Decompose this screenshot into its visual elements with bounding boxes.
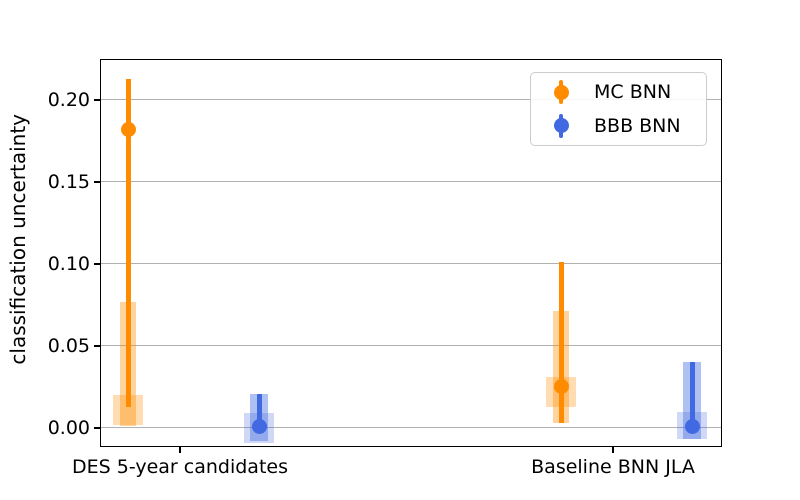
- legend-errorbar-icon: [546, 78, 576, 106]
- y-tick-mark: [94, 263, 100, 265]
- legend-item-label: BBB BNN: [594, 114, 681, 137]
- grid-line: [100, 263, 722, 265]
- legend-item: MC BNN: [531, 78, 706, 106]
- legend-item: BBB BNN: [531, 112, 706, 140]
- y-tick-label: 0.05: [47, 334, 90, 357]
- y-tick-label: 0.15: [47, 170, 90, 193]
- grid-line: [100, 181, 722, 183]
- x-tick-label: DES 5-year candidates: [72, 456, 288, 478]
- grid-line: [100, 99, 722, 101]
- y-tick-mark: [94, 180, 100, 183]
- y-tick-label: 0.20: [47, 88, 90, 111]
- legend-marker-dot: [553, 84, 569, 100]
- grid-line: [100, 345, 722, 347]
- x-tick-mark: [179, 447, 181, 453]
- y-axis-label: classification uncertainty: [6, 114, 30, 365]
- x-tick-label: Baseline BNN JLA: [531, 456, 695, 478]
- legend-errorbar-icon: [546, 112, 576, 140]
- y-tick-label: 0.10: [47, 252, 90, 275]
- legend-marker-dot: [553, 118, 569, 134]
- y-tick-mark: [94, 345, 100, 347]
- legend: MC BNN BBB BNN: [530, 72, 707, 146]
- legend-item-label: MC BNN: [594, 81, 672, 104]
- x-tick-mark: [612, 447, 614, 453]
- y-tick-mark: [94, 98, 100, 101]
- y-tick-label: 0.00: [47, 416, 90, 439]
- y-tick-mark: [94, 427, 100, 429]
- grid-line: [100, 427, 722, 429]
